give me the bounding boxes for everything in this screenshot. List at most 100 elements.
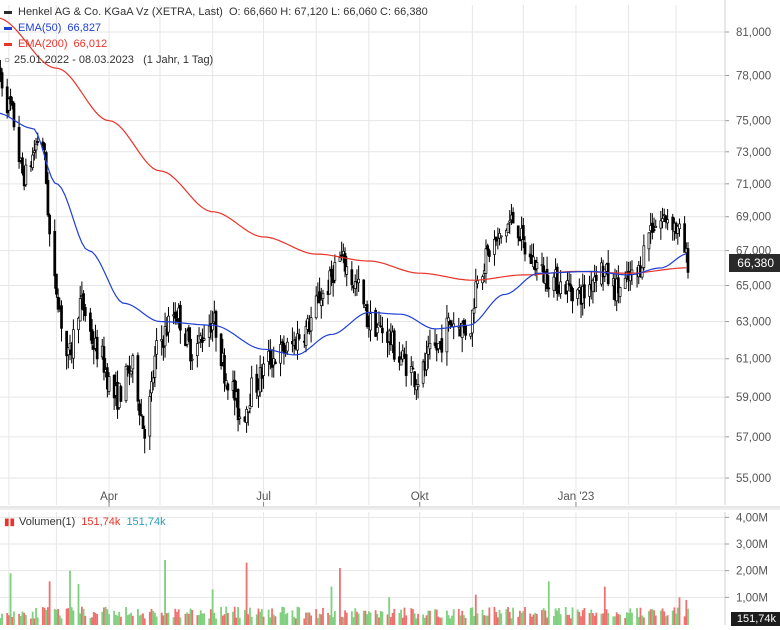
candle-body: [462, 320, 466, 328]
volume-bars-icon: ▮▮: [4, 517, 16, 528]
candle-body: [576, 289, 579, 299]
volume-bar: [179, 617, 182, 625]
volume-bar: [221, 615, 224, 625]
volume-bar: [84, 615, 87, 625]
volume-bar: [305, 612, 307, 625]
volume-bar: [291, 610, 294, 625]
candle-body: [437, 343, 440, 349]
volume-bar: [378, 617, 380, 625]
candle-body: [379, 325, 383, 328]
candle-body: [141, 415, 145, 430]
volume-bar: [661, 608, 664, 625]
volume-bar: [260, 608, 263, 625]
volume-bar: [57, 608, 60, 625]
volume-bar: [257, 608, 260, 625]
candle-body: [7, 98, 11, 111]
volume-bar: [485, 615, 487, 625]
volume-bar: [6, 612, 9, 625]
volume-bar: [177, 609, 180, 625]
candle-body: [179, 304, 182, 331]
volume-bar: [519, 610, 521, 625]
volume-bar: [30, 618, 32, 625]
volume-bar: [524, 607, 526, 625]
candle-body: [392, 330, 396, 360]
volume-bar: [286, 612, 289, 625]
volume-bar: [629, 608, 632, 625]
x-tick-label: Jul: [256, 491, 271, 503]
volume-bar: [651, 609, 654, 625]
y-tick-label: 59,000: [736, 392, 771, 404]
volume-bar: [592, 613, 594, 625]
candle-body: [0, 72, 4, 89]
candle-body: [119, 386, 123, 402]
x-tick-label: Apr: [100, 491, 118, 503]
volume-bar: [449, 618, 452, 625]
candle-body: [279, 344, 282, 364]
candle-body: [460, 322, 464, 339]
candle-body: [375, 327, 379, 334]
volume-bar: [564, 606, 567, 625]
candle-body: [642, 245, 646, 268]
volume-bar: [189, 608, 192, 625]
volume-bar: [255, 614, 258, 625]
volume-bar: [602, 613, 605, 625]
legend-ohlc: O: 66,660 H: 67,120 L: 66,060 C: 66,380: [228, 6, 428, 18]
candle-body: [666, 219, 669, 224]
volume-bar: [364, 610, 367, 625]
volume-bar: [67, 608, 70, 625]
candle-body: [583, 284, 586, 299]
volume-bar: [412, 609, 414, 625]
x-tick-label: Jan '23: [558, 491, 595, 503]
volume-bar: [366, 614, 369, 625]
volume-bar: [386, 614, 389, 625]
volume-bar: [615, 612, 618, 625]
volume-bar: [429, 610, 431, 625]
volume-bar: [327, 612, 329, 625]
volume-bar: [203, 613, 206, 625]
volume-bar: [310, 615, 312, 625]
volume-bar: [446, 610, 448, 625]
volume-bar: [155, 616, 158, 625]
volume-bar: [476, 613, 479, 625]
candle-body: [214, 311, 218, 338]
volume-bar: [0, 618, 2, 625]
candle-body: [493, 239, 496, 255]
candle-body: [65, 330, 68, 357]
volume-bar: [213, 612, 216, 625]
volume-bar: [558, 608, 560, 625]
volume-bar: [653, 610, 655, 625]
candle-body: [623, 277, 627, 289]
volume-bar: [7, 615, 10, 625]
legend-swatch-ema50: [4, 26, 12, 30]
volume-bar: [401, 617, 404, 625]
candle-body: [594, 274, 598, 281]
volume-bar: [339, 568, 341, 625]
candle-body: [33, 150, 36, 153]
volume-bar: [580, 616, 582, 625]
volume-bar: [41, 607, 44, 625]
volume-bar: [208, 618, 211, 625]
candle-body: [650, 222, 654, 233]
volume-bar: [642, 617, 645, 625]
candle-body: [56, 296, 60, 310]
volume-bar: [340, 616, 343, 625]
candle-body: [652, 228, 656, 232]
volume-bar: [342, 617, 345, 625]
volume-bar: [683, 616, 686, 625]
candle-body: [343, 253, 347, 272]
calendar-icon: ○: [4, 55, 11, 66]
volume-bar: [150, 608, 153, 625]
candle-body: [195, 343, 199, 357]
volume-bar: [174, 608, 177, 625]
candle-body: [107, 376, 111, 392]
volume-bar: [303, 618, 306, 625]
legend-title-text: Henkel AG & Co. KGaA Vz (XETRA, Last): [18, 6, 223, 18]
volume-bar: [101, 611, 104, 625]
candle-body: [258, 367, 262, 393]
candle-body: [508, 220, 512, 223]
volume-y-tick-label: 1,00M: [736, 592, 768, 604]
candle-body: [60, 305, 63, 329]
candle-body: [124, 366, 128, 402]
